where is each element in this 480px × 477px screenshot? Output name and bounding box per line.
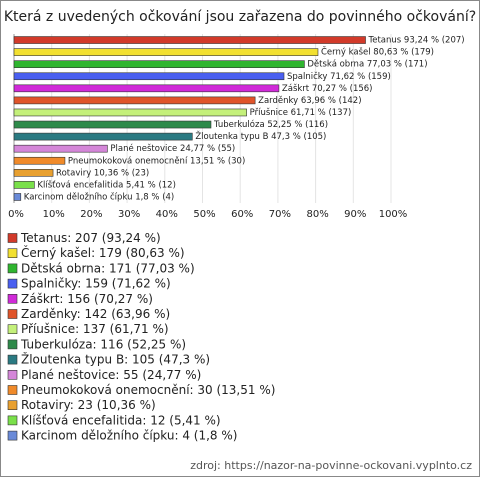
legend-label: Spalničky: 159 (71,62 %) xyxy=(21,277,171,291)
legend-swatch xyxy=(7,415,18,426)
x-tick-label: 30% xyxy=(118,209,140,220)
bar-label: Spalničky 71,62 % (159) xyxy=(287,71,391,82)
legend-swatch xyxy=(7,233,18,243)
legend-label: Tetanus: 207 (93,24 %) xyxy=(20,231,161,245)
legend-label: Záškrt: 156 (70,27 %) xyxy=(21,292,153,306)
legend-label: Zarděnky: 142 (63,96 %) xyxy=(21,307,170,321)
bar-label: Zarděnky 63,96 % (142) xyxy=(258,96,361,106)
bar-label: Tuberkulóza 52,25 % (116) xyxy=(213,119,328,130)
bar xyxy=(13,132,193,141)
chart-title: Která z uvedených očkování jsou zařazena… xyxy=(4,9,476,25)
legend-swatch xyxy=(7,324,18,335)
bar-label: Plané neštovice 24,77 % (55) xyxy=(110,143,235,154)
bar xyxy=(13,108,247,117)
bar xyxy=(13,48,319,56)
legend-swatch xyxy=(7,278,18,289)
bar-label: Rotaviry 10,36 % (23) xyxy=(56,168,149,178)
bar xyxy=(13,72,285,81)
x-tick-label: 90% xyxy=(344,209,366,220)
bar xyxy=(13,169,54,177)
bar xyxy=(13,144,108,153)
legend-swatch xyxy=(7,354,18,365)
legend-swatch xyxy=(7,400,18,411)
legend-swatch xyxy=(7,369,18,380)
bar xyxy=(13,36,366,44)
legend-label: Klíšťová encefalitida: 12 (5,41 %) xyxy=(21,413,221,427)
x-tick-label: 0% xyxy=(8,209,24,220)
x-tick-label: 20% xyxy=(80,209,102,220)
bar xyxy=(13,193,22,201)
bar-label: Klíšťová encefalitida 5,41 % (12) xyxy=(37,179,176,190)
bar-label: Dětská obrna 77,03 % (171) xyxy=(307,60,427,70)
legend-label: Pneumokoková onemocnění: 30 (13,51 %) xyxy=(21,383,275,397)
legend-swatch xyxy=(7,248,18,258)
x-tick-label: 100% xyxy=(379,209,408,220)
bar-label: Žloutenka typu B 47,3 % (105) xyxy=(195,130,326,142)
legend-label: Příušnice: 137 (61,71 %) xyxy=(21,322,169,336)
x-tick-label: 60% xyxy=(231,209,253,220)
bar-label: Černý kašel 80,63 % (179) xyxy=(321,46,434,58)
legend-swatch xyxy=(7,339,18,350)
legend-swatch xyxy=(7,430,18,441)
x-tick-label: 80% xyxy=(306,209,328,220)
legend-label: Dětská obrna: 171 (77,03 %) xyxy=(21,261,195,275)
bar xyxy=(13,120,212,129)
bar xyxy=(13,181,35,189)
bar-label: Pneumokoková onemocnění 13,51 % (30) xyxy=(68,156,245,166)
bar xyxy=(13,60,305,68)
x-tick-label: 10% xyxy=(43,209,65,220)
legend-label: Žloutenka typu B: 105 (47,3 %) xyxy=(21,352,210,367)
bar-label: Karcinom děložního čípku 1,8 % (4) xyxy=(24,191,174,202)
legend-label: Tuberkulóza: 116 (52,25 %) xyxy=(20,337,186,351)
legend-label: Rotaviry: 23 (10,36 %) xyxy=(21,398,156,412)
x-tick-label: 70% xyxy=(269,209,291,220)
bar xyxy=(13,156,66,165)
bar-label: Záškrt 70,27 % (156) xyxy=(282,83,373,94)
bar xyxy=(13,84,280,93)
legend-swatch xyxy=(7,309,18,319)
bar xyxy=(13,96,256,105)
legend-label: Plané neštovice: 55 (24,77 %) xyxy=(21,368,201,382)
legend-swatch xyxy=(7,263,18,274)
legend-label: Černý kašel: 179 (80,63 %) xyxy=(21,245,185,260)
legend-swatch xyxy=(7,385,18,395)
source: zdroj: https://nazor-na-povinne-ockovani… xyxy=(190,459,472,472)
x-tick-label: 40% xyxy=(156,209,178,220)
legend-label: Karcinom děložního čípku: 4 (1,8 %) xyxy=(21,429,237,443)
x-tick-label: 50% xyxy=(193,209,215,220)
bar-label: Příušnice 61,71 % (137) xyxy=(250,107,352,118)
legend-swatch xyxy=(7,293,18,304)
bar-label: Tetanus 93,24 % (207) xyxy=(368,36,465,46)
